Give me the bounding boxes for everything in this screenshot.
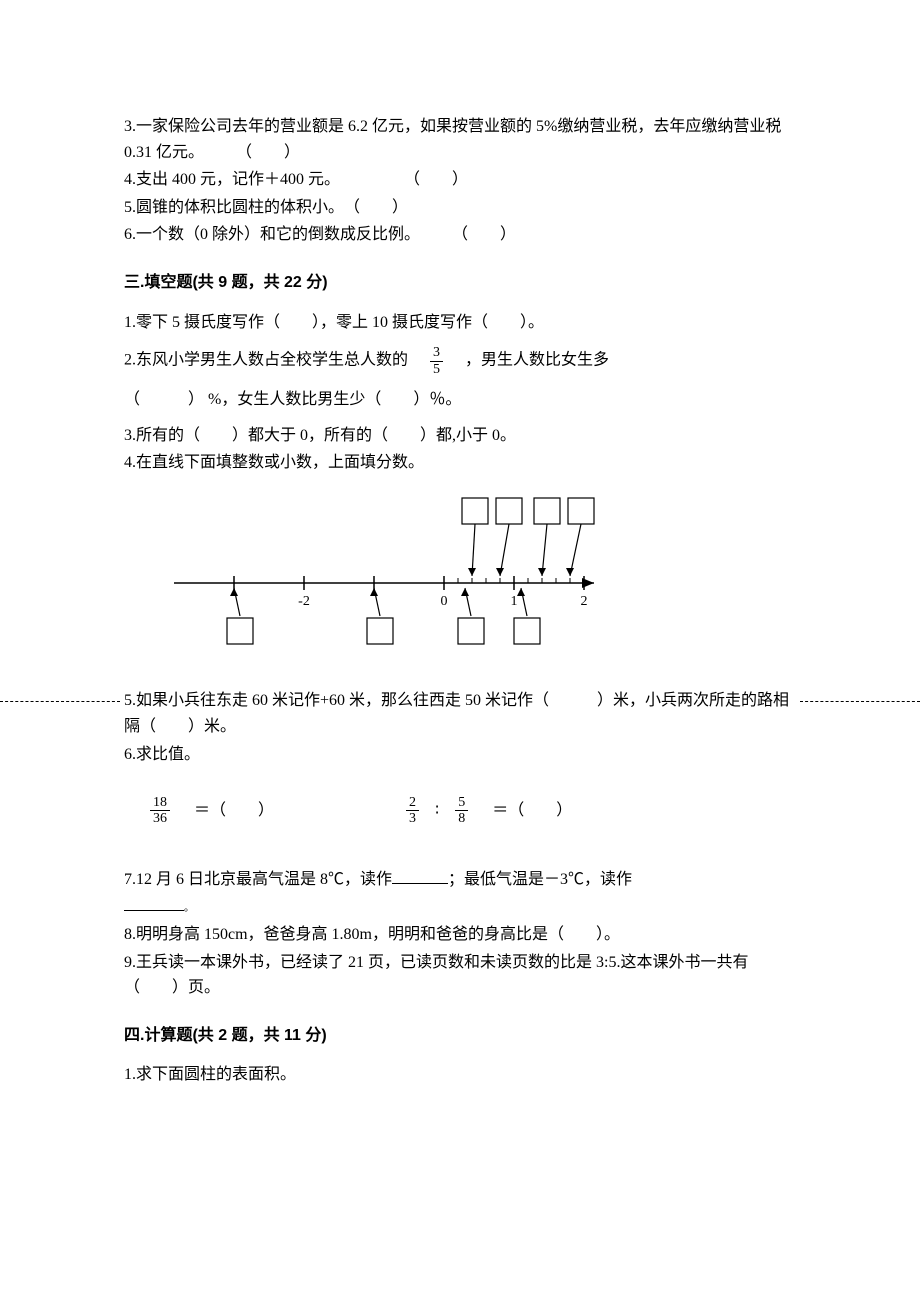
- fill-q6: 6.求比值。: [124, 742, 796, 768]
- svg-text:2: 2: [581, 594, 588, 609]
- fill-q1: 1.零下 5 摄氏度写作（ ），零上 10 摄氏度写作（ ）。: [124, 310, 796, 336]
- fill-q2-text-a: 2.东风小学男生人数占全校学生总人数的: [124, 352, 424, 369]
- section-3-heading: 三.填空题(共 9 题，共 22 分): [124, 270, 796, 296]
- frac-num: 2: [406, 795, 419, 810]
- frac-den: 5: [430, 361, 443, 377]
- eq1-result: ＝（ ）: [194, 802, 274, 819]
- fill-q4: 4.在直线下面填整数或小数，上面填分数。: [124, 450, 796, 476]
- fill-q7-c: 。: [184, 903, 194, 914]
- judge-q5: 5.圆锥的体积比圆柱的体积小。 （ ）: [124, 195, 796, 221]
- fill-q7: 7.12 月 6 日北京最高气温是 8℃，读作 ；最低气温是－3℃，读作: [124, 867, 796, 893]
- judge-q3: 3.一家保险公司去年的营业额是 6.2 亿元，如果按营业额的 5%缴纳营业税，去…: [124, 114, 796, 165]
- fraction-3-5: 3 5: [430, 345, 443, 377]
- fill-q2-line2: （ ） %，女生人数比男生少（ ）％。: [124, 387, 796, 413]
- fraction-18-36: 18 36: [150, 795, 170, 827]
- fill-q2-line1: 2.东风小学男生人数占全校学生总人数的 3 5 ，男生人数比女生多: [124, 345, 796, 377]
- ratio-colon: ∶: [435, 802, 439, 819]
- fill-q7-a: 7.12 月 6 日北京最高气温是 8℃，读作: [124, 871, 392, 888]
- frac-den: 36: [150, 810, 170, 826]
- fill-q9: 9.王兵读一本课外书，已经读了 21 页，已读页数和未读页数的比是 3:5.这本…: [124, 950, 796, 1001]
- fraction-5-8: 5 8: [455, 795, 468, 827]
- fill-q8: 8.明明身高 150cm，爸爸身高 1.80m，明明和爸爸的身高比是（ ）。: [124, 922, 796, 948]
- fill-q3: 3.所有的（ ）都大于 0，所有的（ ）都,小于 0。: [124, 423, 796, 449]
- frac-den: 3: [406, 810, 419, 826]
- blank-underline: [124, 894, 184, 911]
- svg-text:1: 1: [511, 594, 518, 609]
- fraction-2-3: 2 3: [406, 795, 419, 827]
- eq2-result: ＝（ ）: [492, 802, 572, 819]
- frac-num: 18: [150, 795, 170, 810]
- frac-num: 3: [430, 345, 443, 360]
- eq2: 2 3 ∶ 5 8 ＝（ ）: [404, 795, 572, 827]
- number-line-figure: -2 0 1 2: [164, 488, 796, 667]
- svg-text:-2: -2: [298, 594, 310, 609]
- ratio-equations: 18 36 ＝（ ） 2 3 ∶ 5 8 ＝（ ）: [148, 795, 796, 827]
- fill-q2-text-b: ，男生人数比女生多: [449, 352, 609, 369]
- eq1: 18 36 ＝（ ）: [148, 795, 274, 827]
- number-line-svg: -2 0 1 2: [164, 488, 624, 658]
- blank-underline: [392, 867, 448, 884]
- judge-q6: 6.一个数（0 除外）和它的倒数成反比例。 （ ）: [124, 222, 796, 248]
- judge-q4: 4.支出 400 元，记作＋400 元。 （ ）: [124, 167, 796, 193]
- fill-q7-tail: 。: [124, 894, 796, 920]
- frac-num: 5: [455, 795, 468, 810]
- section-4-heading: 四.计算题(共 2 题，共 11 分): [124, 1023, 796, 1049]
- fill-q7-b: ；最低气温是－3℃，读作: [448, 871, 632, 888]
- fill-q5: 5.如果小兵往东走 60 米记作+60 米，那么往西走 50 米记作（ ）米，小…: [124, 688, 796, 739]
- svg-text:0: 0: [441, 594, 448, 609]
- calc-q1: 1.求下面圆柱的表面积。: [124, 1062, 796, 1088]
- frac-den: 8: [455, 810, 468, 826]
